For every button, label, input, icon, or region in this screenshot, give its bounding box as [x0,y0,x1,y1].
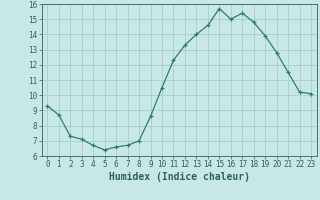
X-axis label: Humidex (Indice chaleur): Humidex (Indice chaleur) [109,172,250,182]
